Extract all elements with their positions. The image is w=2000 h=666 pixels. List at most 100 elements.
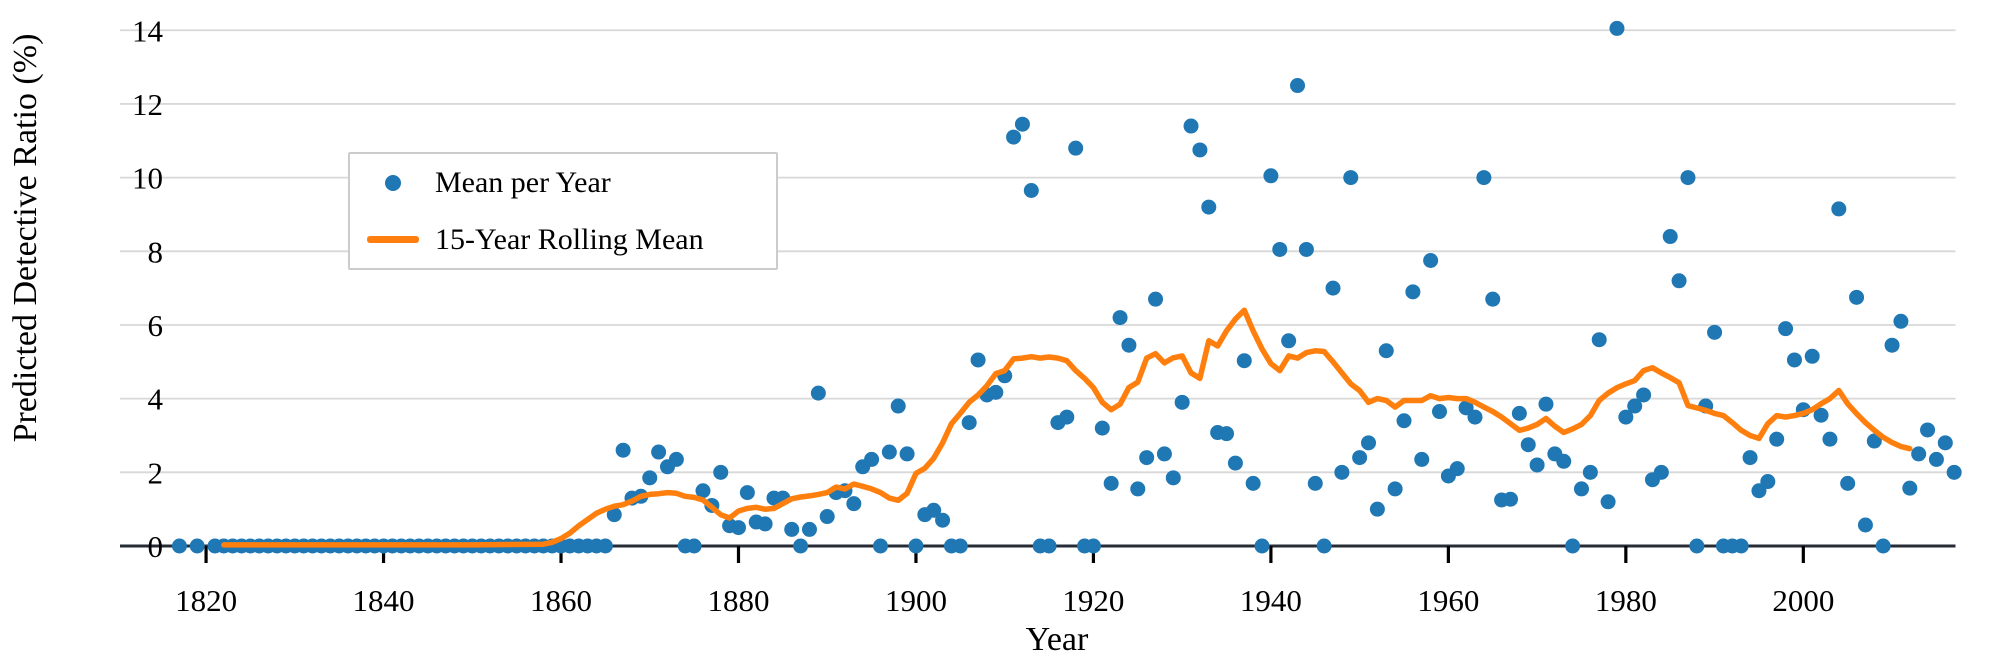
scatter-point (1254, 538, 1270, 554)
scatter-point (1804, 348, 1820, 364)
x-tick-label: 2000 (1772, 583, 1834, 618)
scatter-point (1396, 413, 1412, 429)
scatter-point (1582, 464, 1598, 480)
scatter-point (1423, 253, 1439, 269)
scatter-point (935, 512, 951, 528)
scatter-point (1636, 387, 1652, 403)
scatter-point (793, 538, 809, 554)
scatter-point (668, 451, 684, 467)
scatter-point (1786, 352, 1802, 368)
x-tick-label: 1860 (530, 583, 592, 618)
scatter-marker-icon (384, 174, 401, 191)
scatter-point (1130, 481, 1146, 497)
scatter-point (1893, 313, 1909, 329)
legend-marker-cell (350, 174, 435, 191)
scatter-point (1502, 491, 1518, 507)
scatter-point (1778, 321, 1794, 337)
scatter-point (1707, 324, 1723, 340)
scatter-point (1263, 168, 1279, 184)
scatter-point (819, 509, 835, 525)
y-tick-label: 2 (148, 455, 164, 490)
y-tick-label: 10 (132, 161, 163, 196)
x-tick-label: 1940 (1240, 583, 1302, 618)
scatter-point (1485, 291, 1501, 307)
scatter-point (695, 483, 711, 499)
scatter-point (890, 398, 906, 414)
y-tick-label: 12 (132, 87, 163, 122)
legend-label: Mean per Year (435, 165, 611, 199)
scatter-point (1565, 538, 1581, 554)
scatter-point (1476, 170, 1492, 186)
scatter-point (1121, 337, 1137, 353)
scatter-point (899, 446, 915, 462)
scatter-point (1201, 199, 1217, 215)
legend: Mean per Year 15-Year Rolling Mean (348, 152, 778, 270)
scatter-point (1334, 464, 1350, 480)
scatter-point (1618, 409, 1634, 425)
scatter-point (1272, 241, 1288, 257)
scatter-point (171, 538, 187, 554)
scatter-point (686, 538, 702, 554)
scatter-point (1139, 450, 1155, 466)
scatter-point (1937, 435, 1953, 451)
scatter-point (1920, 422, 1936, 438)
scatter-point (1875, 538, 1891, 554)
scatter-point (1378, 343, 1394, 359)
scatter-point (1387, 481, 1403, 497)
scatter-point (784, 521, 800, 537)
scatter-point (1449, 461, 1465, 477)
scatter-point (1742, 450, 1758, 466)
scatter-point (1059, 409, 1075, 425)
legend-entry-rolling-mean: 15-Year Rolling Mean (350, 211, 776, 268)
y-axis-title: Predicted Detective Ratio (%) (7, 34, 44, 443)
scatter-point (1627, 398, 1643, 414)
scatter-point (1414, 451, 1430, 467)
scatter-point (1325, 280, 1341, 296)
scatter-point (1511, 405, 1527, 421)
scatter-point (597, 538, 613, 554)
scatter-point (1733, 538, 1749, 554)
scatter-point (1866, 433, 1882, 449)
x-tick-label: 1840 (353, 583, 415, 618)
scatter-point (1068, 140, 1084, 156)
scatter-point (1405, 284, 1421, 300)
scatter-point (1680, 170, 1696, 186)
scatter-point (739, 485, 755, 501)
scatter-point (1600, 494, 1616, 510)
scatter-point (1006, 129, 1022, 145)
scatter-point (1671, 273, 1687, 289)
line-marker-icon (366, 236, 419, 243)
scatter-point (1361, 435, 1377, 451)
scatter-point (1609, 20, 1625, 36)
scatter-point (1556, 453, 1572, 469)
scatter-point (1343, 170, 1359, 186)
scatter-point (970, 352, 986, 368)
y-tick-label: 4 (148, 382, 164, 417)
x-tick-label: 1820 (175, 583, 237, 618)
scatter-point (1219, 426, 1235, 442)
scatter-point (1653, 464, 1669, 480)
scatter-point (1857, 517, 1873, 533)
x-tick-label: 1920 (1062, 583, 1124, 618)
scatter-point (1085, 538, 1101, 554)
scatter-point (1573, 481, 1589, 497)
scatter-point (615, 442, 631, 458)
scatter-point (1148, 291, 1164, 307)
scatter-point (1014, 116, 1030, 132)
scatter-point (1307, 475, 1323, 491)
scatter-point (988, 384, 1004, 400)
scatter-point (1290, 78, 1306, 94)
scatter-point (730, 520, 746, 536)
scatter-point (189, 538, 205, 554)
y-tick-label: 6 (148, 308, 164, 343)
scatter-point (1902, 480, 1918, 496)
scatter-point (1831, 201, 1847, 217)
scatter-point (1112, 310, 1128, 326)
scatter-point (1432, 404, 1448, 420)
y-tick-label: 14 (132, 13, 164, 48)
scatter-point (881, 444, 897, 460)
scatter-point (1849, 289, 1865, 305)
x-axis-title: Year (1026, 621, 1089, 658)
